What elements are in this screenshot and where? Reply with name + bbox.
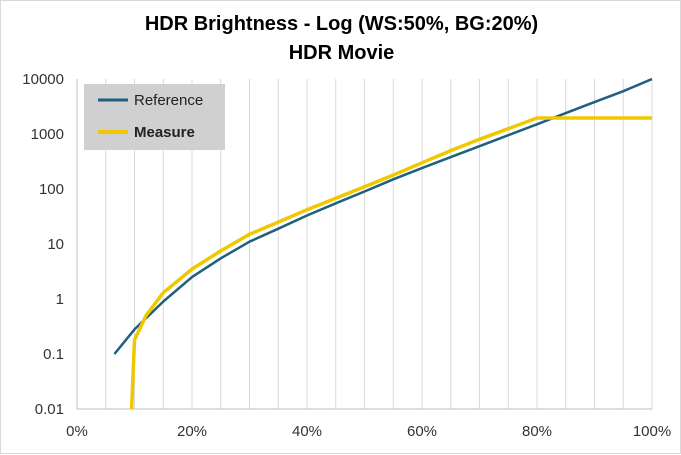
y-tick-label: 0.01 xyxy=(35,401,64,418)
x-tick-label: 20% xyxy=(177,423,207,440)
y-tick-label: 0.1 xyxy=(43,346,64,363)
series-line-reference xyxy=(113,77,653,355)
y-tick-label: 10 xyxy=(47,236,64,253)
y-tick-label: 10000 xyxy=(22,71,64,88)
legend-item-measure: Measure xyxy=(98,122,195,142)
y-tick-label: 1000 xyxy=(31,126,64,143)
legend-label-reference: Reference xyxy=(134,91,204,109)
x-tick-label: 80% xyxy=(522,423,552,440)
chart-title: HDR Brightness - Log (WS:50%, BG:20%) xyxy=(144,13,539,35)
legend: Reference Measure xyxy=(84,84,225,150)
x-tick-label: 60% xyxy=(407,423,437,440)
x-tick-label: 40% xyxy=(292,423,322,440)
chart-subtitle: HDR Movie xyxy=(288,42,395,64)
legend-swatch-reference xyxy=(98,98,128,102)
x-tick-label: 100% xyxy=(633,423,671,440)
legend-swatch-measure xyxy=(98,130,128,134)
legend-label-measure: Measure xyxy=(134,123,195,141)
series-line-measure xyxy=(129,116,652,410)
y-tick-label: 100 xyxy=(39,181,64,198)
y-tick-label: 1 xyxy=(56,291,64,308)
legend-item-reference: Reference xyxy=(98,90,203,110)
x-tick-label: 0% xyxy=(66,423,88,440)
